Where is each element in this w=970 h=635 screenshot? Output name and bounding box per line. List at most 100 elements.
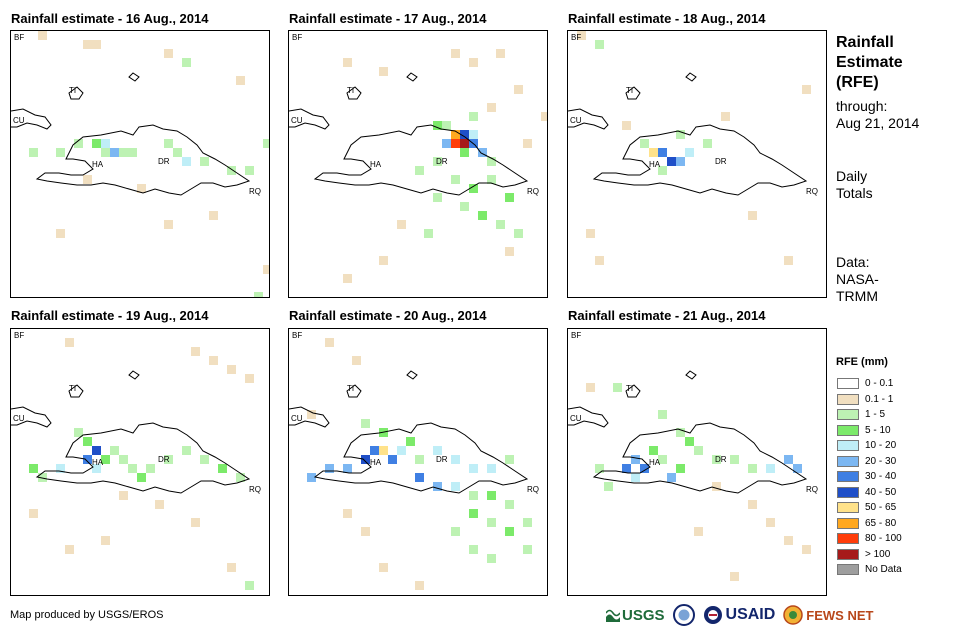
totals-block: Daily Totals: [836, 168, 873, 202]
rainfall-cell: [379, 446, 388, 455]
legend-label: 0.1 - 1: [865, 393, 894, 405]
rainfall-cell: [209, 211, 218, 220]
rainfall-cell: [56, 464, 65, 473]
legend-swatch: [837, 378, 859, 390]
rainfall-cell: [676, 157, 685, 166]
legend-label: 30 - 40: [865, 471, 897, 483]
rainfall-cell: [182, 58, 191, 67]
totals-line1: Daily: [836, 168, 868, 184]
map-label-ha: HA: [370, 458, 382, 467]
map-label-ha: HA: [92, 160, 104, 169]
rainfall-cell: [676, 464, 685, 473]
rainfall-cell: [658, 455, 667, 464]
rainfall-cell: [433, 482, 442, 491]
map-label-dr: DR: [436, 455, 448, 464]
rainfall-cell: [361, 527, 370, 536]
rainfall-cell: [415, 473, 424, 482]
map-label-bf: BF: [571, 331, 581, 340]
rainfall-cell: [694, 446, 703, 455]
legend-swatch: [837, 517, 859, 529]
map-panel-aug16[interactable]: BF CU TI HA DR RQ: [10, 30, 270, 298]
caicos-coastline: [128, 72, 140, 82]
legend-label: No Data: [865, 564, 902, 576]
rainfall-cell: [802, 545, 811, 554]
map-label-dr: DR: [436, 157, 448, 166]
rainfall-cell: [119, 148, 128, 157]
caicos-coastline: [406, 370, 418, 380]
rainfall-cell: [83, 437, 92, 446]
map-label-cu: CU: [570, 414, 582, 423]
rainfall-cell: [218, 464, 227, 473]
rainfall-cell: [74, 428, 83, 437]
rainfall-cell: [137, 184, 146, 193]
legend-label: 50 - 65: [865, 502, 897, 514]
map-label-dr: DR: [158, 157, 170, 166]
map-panel-aug18[interactable]: BF CU TI HA DR RQ: [567, 30, 827, 298]
map-panel-aug19[interactable]: BF CU TI HA DR RQ: [10, 328, 270, 596]
rainfall-cell: [343, 58, 352, 67]
legend-swatch: [837, 440, 859, 452]
map-panel-aug17[interactable]: BF CU TI HA DR RQ: [288, 30, 548, 298]
rainfall-cell: [191, 347, 200, 356]
cuba-coastline: [289, 406, 330, 428]
rainfall-cell: [227, 166, 236, 175]
legend-swatch: [837, 486, 859, 498]
map-label-ha: HA: [370, 160, 382, 169]
legend-swatch: [837, 564, 859, 576]
rainfall-cell: [433, 121, 442, 130]
rainfall-cell: [649, 148, 658, 157]
inagua-coastline: [625, 86, 641, 100]
rainfall-cell: [119, 455, 128, 464]
hispaniola-coastline: [313, 422, 529, 494]
rainfall-cell: [685, 148, 694, 157]
through-block: through: Aug 21, 2014: [836, 98, 919, 132]
rainfall-cell: [209, 356, 218, 365]
legend-label: > 100: [865, 548, 891, 560]
rainfall-cell: [433, 446, 442, 455]
rainfall-cell: [523, 139, 532, 148]
map-panel-aug20[interactable]: BF CU TI HA DR RQ: [288, 328, 548, 596]
legend-item: 20 - 30: [837, 454, 902, 470]
rainfall-cell: [784, 536, 793, 545]
rainfall-cell: [469, 112, 478, 121]
rainfall-cell: [325, 338, 334, 347]
rainfall-cell: [406, 437, 415, 446]
rainfall-cell: [191, 518, 200, 527]
rainfall-cell: [478, 211, 487, 220]
rainfall-cell: [370, 446, 379, 455]
rainfall-cell: [658, 166, 667, 175]
rainfall-cell: [263, 139, 269, 148]
rainfall-cell: [613, 383, 622, 392]
legend-item: 5 - 10: [837, 423, 902, 439]
rainfall-cell: [748, 464, 757, 473]
side-title-line2: Estimate: [836, 54, 903, 71]
rainfall-cell: [110, 148, 119, 157]
rainfall-cell: [83, 455, 92, 464]
rainfall-cell: [74, 139, 83, 148]
rainfall-cell: [622, 464, 631, 473]
rainfall-cell: [415, 166, 424, 175]
rainfall-cell: [496, 220, 505, 229]
rainfall-cell: [667, 157, 676, 166]
rainfall-cell: [676, 428, 685, 437]
map-label-rq: RQ: [249, 187, 261, 196]
legend-item: 40 - 50: [837, 485, 902, 501]
rainfall-cell: [451, 527, 460, 536]
legend-item: 50 - 65: [837, 500, 902, 516]
legend-label: 20 - 30: [865, 455, 897, 467]
rainfall-cell: [649, 446, 658, 455]
rainfall-cell: [442, 139, 451, 148]
rainfall-cell: [379, 67, 388, 76]
rainfall-cell: [451, 130, 460, 139]
rainfall-cell: [514, 229, 523, 238]
map-panel-aug21[interactable]: BF CU TI HA DR RQ: [567, 328, 827, 596]
rainfall-cell: [577, 31, 586, 40]
rainfall-cell: [469, 184, 478, 193]
rainfall-cell: [236, 473, 245, 482]
rainfall-cell: [604, 482, 613, 491]
rainfall-cell: [487, 554, 496, 563]
rainfall-cell: [505, 247, 514, 256]
rainfall-cell: [595, 464, 604, 473]
rainfall-cell: [487, 175, 496, 184]
legend-item: 1 - 5: [837, 407, 902, 423]
